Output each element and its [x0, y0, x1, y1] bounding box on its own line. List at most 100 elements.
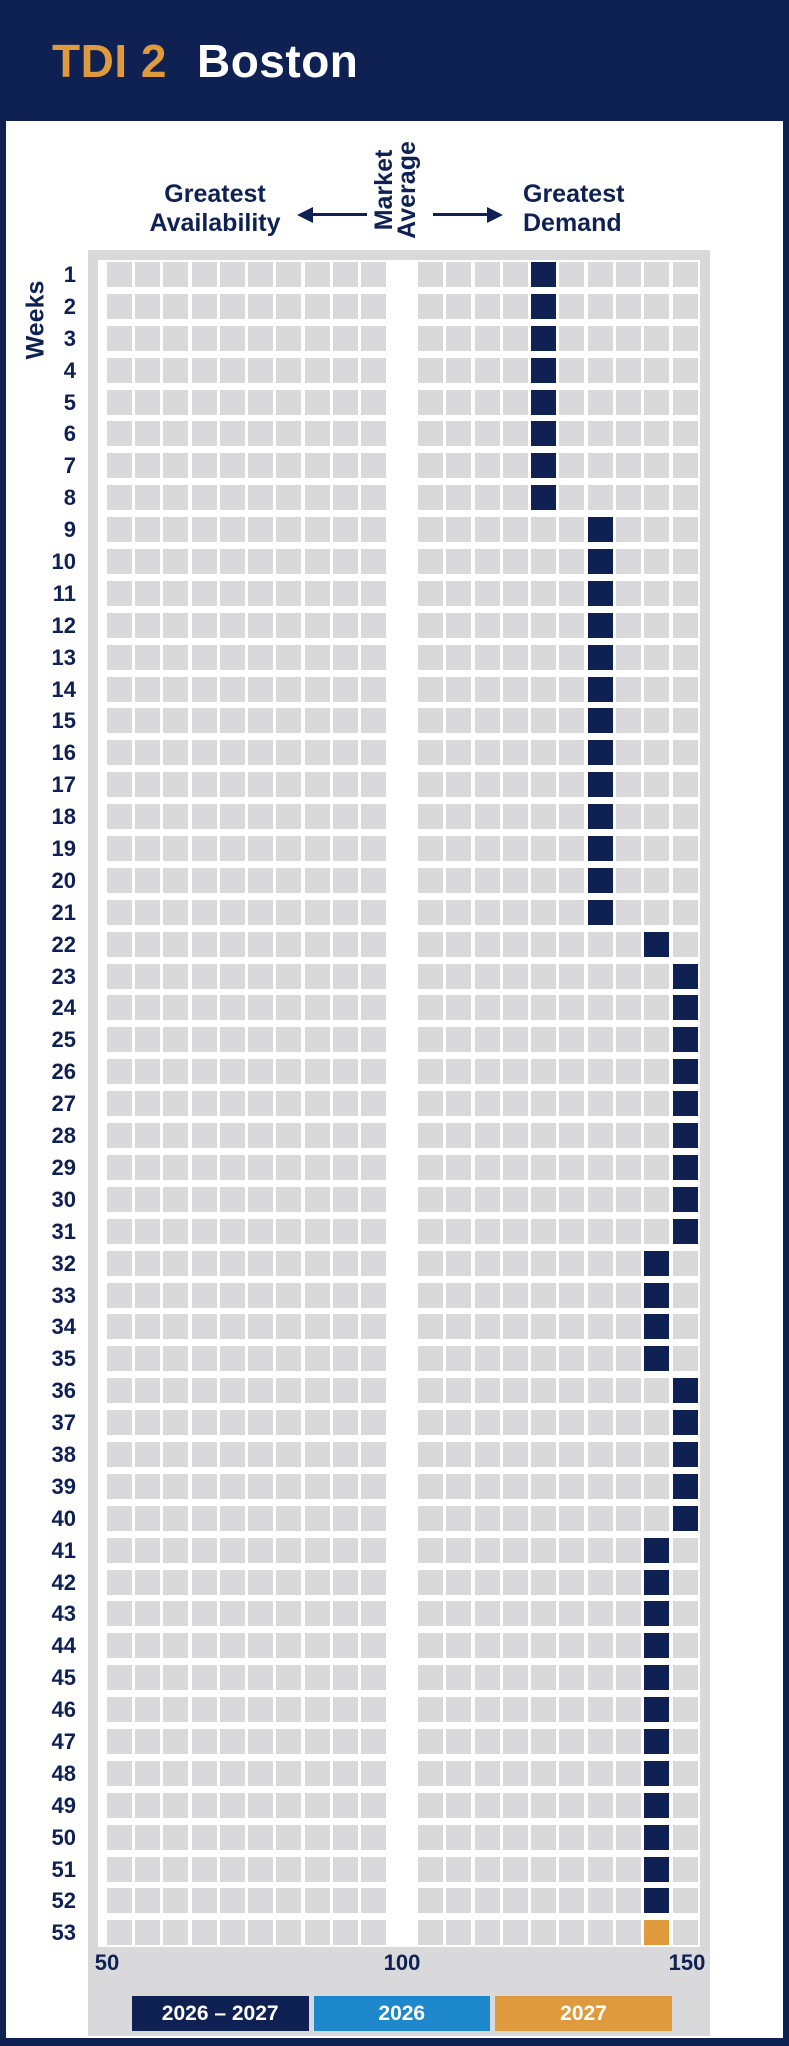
- grid-cell: [361, 804, 387, 830]
- grid-cell: [304, 1410, 330, 1436]
- grid-cell: [106, 580, 132, 606]
- grid-cell: [163, 517, 189, 543]
- grid-cell: [474, 549, 500, 575]
- grid-cell: [474, 963, 500, 989]
- grid-cell: [361, 1346, 387, 1372]
- grid-cell: [106, 1505, 132, 1531]
- grid-cell: [248, 804, 274, 830]
- grid-cell: [616, 931, 642, 957]
- grid-cell: [531, 549, 557, 575]
- grid-cell: [219, 1697, 245, 1723]
- market-average-gap: [390, 1761, 418, 1786]
- grid-cell: [474, 1378, 500, 1404]
- grid-cell: [219, 612, 245, 638]
- grid-cell: [304, 1123, 330, 1149]
- grid-cell: [644, 772, 670, 798]
- grid-cell: [304, 899, 330, 925]
- week-row: 29: [40, 1154, 701, 1180]
- grid-cell: [106, 804, 132, 830]
- grid-cell: [502, 708, 528, 734]
- market-average-gap: [390, 1697, 418, 1722]
- week-row: 1: [40, 262, 701, 287]
- tdi-cell: [587, 740, 613, 766]
- grid-cell: [191, 1920, 217, 1946]
- market-average-gap: [390, 1187, 418, 1212]
- grid-cell: [672, 772, 698, 798]
- grid-cell: [446, 1633, 472, 1659]
- grid-cell: [587, 325, 613, 351]
- grid-cell: [587, 963, 613, 989]
- grid-cell: [587, 1410, 613, 1436]
- grid-cell: [276, 357, 302, 383]
- grid-cell: [276, 549, 302, 575]
- grid-cell: [134, 580, 160, 606]
- grid-cell: [446, 1410, 472, 1436]
- grid-cell: [276, 1728, 302, 1754]
- grid-cell: [672, 644, 698, 670]
- grid-cell: [502, 549, 528, 575]
- grid-cell: [134, 1824, 160, 1850]
- grid-cell: [474, 1824, 500, 1850]
- grid-cell: [333, 1505, 359, 1531]
- grid-cell: [587, 1473, 613, 1499]
- grid-cell: [191, 804, 217, 830]
- grid-cell: [531, 1282, 557, 1308]
- grid-cell: [446, 1059, 472, 1085]
- grid-cell: [333, 357, 359, 383]
- grid-cell: [163, 676, 189, 702]
- market-average-gap: [390, 1059, 418, 1084]
- grid-cell: [304, 1920, 330, 1946]
- grid-cell: [191, 1760, 217, 1786]
- grid-cell: [417, 1218, 443, 1244]
- grid-cell: [616, 867, 642, 893]
- grid-cell: [559, 1250, 585, 1276]
- grid-cell: [474, 1633, 500, 1659]
- grid-cell: [417, 1091, 443, 1117]
- grid-cell: [106, 772, 132, 798]
- grid-cell: [219, 1537, 245, 1563]
- grid-cell: [134, 1218, 160, 1244]
- grid-cell: [304, 676, 330, 702]
- grid-cell: [672, 325, 698, 351]
- tdi-cell: [531, 293, 557, 319]
- grid-cell: [417, 1792, 443, 1818]
- tdi-cell: [672, 1186, 698, 1212]
- grid-cell: [106, 1792, 132, 1818]
- grid-cell: [276, 1888, 302, 1914]
- grid-cell: [616, 453, 642, 479]
- market-average-gap: [390, 1283, 418, 1308]
- grid-cell: [531, 1123, 557, 1149]
- grid-cell: [163, 1282, 189, 1308]
- grid-cell: [304, 1059, 330, 1085]
- grid-cell: [191, 1091, 217, 1117]
- grid-cell: [446, 931, 472, 957]
- grid-cell: [219, 580, 245, 606]
- grid-cell: [559, 899, 585, 925]
- grid-cell: [616, 549, 642, 575]
- grid-cell: [644, 1027, 670, 1053]
- grid-cell: [248, 836, 274, 862]
- grid-cell: [134, 1856, 160, 1882]
- grid-cell: [219, 1282, 245, 1308]
- grid-cell: [248, 1250, 274, 1276]
- week-row: 10: [40, 549, 701, 575]
- tdi-cell: [672, 1154, 698, 1180]
- grid-cell: [559, 772, 585, 798]
- week-label: 29: [51, 1154, 76, 1180]
- grid-cell: [446, 293, 472, 319]
- tdi-cell: [672, 1473, 698, 1499]
- grid-cell: [163, 1760, 189, 1786]
- grid-cell: [333, 1856, 359, 1882]
- grid-cell: [587, 1728, 613, 1754]
- grid-cell: [616, 1505, 642, 1531]
- tdi-cell: [672, 1218, 698, 1244]
- week-label: 21: [51, 899, 76, 925]
- week-row: 13: [40, 644, 701, 670]
- week-label: 45: [51, 1665, 76, 1691]
- week-row: 7: [40, 453, 701, 479]
- grid-cell: [446, 1728, 472, 1754]
- grid-cell: [333, 1250, 359, 1276]
- grid-cell: [361, 421, 387, 447]
- grid-cell: [333, 1633, 359, 1659]
- grid-cell: [163, 1505, 189, 1531]
